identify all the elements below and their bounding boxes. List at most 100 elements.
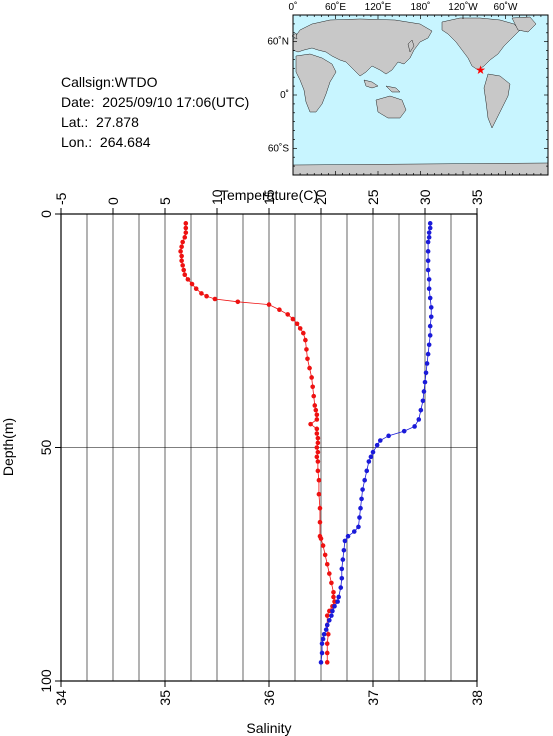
- temperature-c-point: [325, 632, 331, 637]
- temperature-c-point: [178, 249, 183, 254]
- temperature-c-point: [181, 267, 187, 273]
- salinity-axis-title: Salinity: [246, 720, 291, 736]
- temperature-c-point: [182, 235, 188, 240]
- salinity-tick-label: 38: [469, 690, 485, 706]
- temperature-c-point: [329, 580, 334, 586]
- date-line: Date: 2025/09/10 17:06(UTC): [61, 92, 249, 112]
- station-info: Callsign:WTDO Date: 2025/09/10 17:06(UTC…: [61, 72, 249, 152]
- salinity-point: [332, 603, 337, 609]
- map-lon-labels: 0˚ 60˚E 120˚E 180˚ 120˚W 60˚W: [289, 1, 518, 13]
- temperature-c-profile-line: [180, 223, 335, 663]
- map-lon-label: 120˚W: [448, 1, 478, 13]
- salinity-point: [357, 515, 362, 520]
- temperature-c-point: [179, 244, 184, 249]
- temperature-c-point: [310, 384, 315, 390]
- temperature-c-point: [318, 536, 324, 541]
- temperature-c-point: [315, 440, 321, 446]
- temperature-c-point: [294, 321, 300, 327]
- temperature-c-point: [317, 505, 323, 511]
- temperature-c-point: [324, 650, 330, 656]
- temperature-axis-title: Temperature(C): [220, 187, 318, 203]
- temperature-c-point: [204, 293, 209, 299]
- salinity-point: [426, 230, 432, 235]
- salinity-point: [426, 235, 432, 240]
- salinity-point: [427, 333, 433, 338]
- lat-line: Lat.: 27.878: [61, 112, 249, 132]
- temperature-tick-label: 20: [313, 189, 329, 205]
- temperature-c-point: [315, 449, 321, 455]
- salinity-point: [412, 424, 417, 429]
- landmass-indonesia: [363, 79, 379, 89]
- salinity-point: [338, 585, 344, 590]
- temperature-c-point: [324, 660, 330, 665]
- temperature-c-point: [314, 431, 320, 436]
- temperature-c-point: [324, 641, 330, 646]
- salinity-point: [386, 433, 391, 439]
- temperature-c-point: [277, 307, 282, 313]
- date-value: 2025/09/10 17:06(UTC): [102, 94, 250, 110]
- temperature-c-point: [317, 519, 323, 525]
- salinity-point: [421, 389, 427, 394]
- lat-value: 27.878: [96, 114, 139, 130]
- map-land: [291, 16, 549, 176]
- salinity-point: [425, 267, 431, 273]
- temperature-c-point: [285, 312, 291, 317]
- salinity-tick-label: 37: [365, 690, 381, 706]
- salinity-point: [418, 407, 424, 413]
- salinity-point: [401, 428, 407, 434]
- temperature-tick-label: 5: [157, 197, 173, 205]
- salinity-point: [425, 249, 431, 254]
- callsign-label: Callsign:: [61, 74, 115, 90]
- temperature-c-point: [305, 356, 310, 362]
- map-lon-label: 60˚E: [325, 1, 346, 13]
- salinity-point: [366, 459, 372, 464]
- temperature-c-point: [180, 263, 185, 268]
- map-lat-label: 60˚N: [267, 36, 289, 48]
- salinity-point: [427, 323, 433, 329]
- salinity-point: [319, 641, 325, 646]
- world-map: 0˚ 60˚E 120˚E 180˚ 120˚W 60˚W 60˚N 0˚ 60˚S ★: [267, 1, 549, 176]
- salinity-point: [330, 608, 335, 614]
- landmass-africa: [295, 53, 337, 113]
- salinity-tick-label: 35: [157, 690, 173, 706]
- depth-tick-labels: 0 50 100: [38, 210, 54, 693]
- salinity-point: [377, 438, 383, 443]
- temperature-tick-label: 35: [469, 189, 485, 205]
- map-lat-labels: 60˚N 0˚ 60˚S: [267, 36, 289, 155]
- temperature-c-point: [179, 253, 184, 259]
- temperature-c-point: [315, 468, 321, 474]
- temperature-c-point: [304, 347, 309, 352]
- salinity-point: [416, 417, 422, 422]
- salinity-point: [327, 617, 332, 623]
- temperature-c-point: [308, 421, 313, 427]
- salinity-point: [342, 538, 348, 544]
- temperature-c-point: [314, 454, 320, 460]
- landmass-uk: [291, 32, 298, 40]
- depth-tick-label: 0: [38, 210, 54, 218]
- temperature-c-point: [314, 426, 320, 432]
- salinity-point: [427, 221, 433, 226]
- temperature-c-point: [193, 286, 199, 292]
- lon-value: 264.684: [99, 134, 151, 150]
- temperature-c-point: [322, 552, 328, 558]
- temperature-c-point: [183, 230, 189, 235]
- salinity-point: [425, 351, 431, 357]
- temperature-c-point: [182, 272, 188, 278]
- temperature-c-point: [185, 277, 191, 282]
- temperature-c-point: [301, 330, 306, 336]
- temperature-c-point: [320, 543, 326, 548]
- temperature-tick-label: 30: [417, 189, 433, 205]
- salinity-point: [427, 295, 433, 301]
- salinity-point: [320, 636, 326, 642]
- map-lon-label: 60˚W: [494, 1, 518, 13]
- temperature-c-point: [309, 375, 314, 380]
- salinity-point: [324, 622, 330, 628]
- depth-tick-label: 100: [38, 669, 54, 693]
- landmass-japan: [407, 39, 415, 53]
- salinity-tick-label: 36: [261, 690, 277, 706]
- temperature-c-point: [312, 403, 318, 408]
- temperature-c-point: [266, 302, 272, 307]
- temperature-tick-label: 0: [105, 197, 121, 205]
- depth-axis-title: Depth(m): [0, 418, 16, 476]
